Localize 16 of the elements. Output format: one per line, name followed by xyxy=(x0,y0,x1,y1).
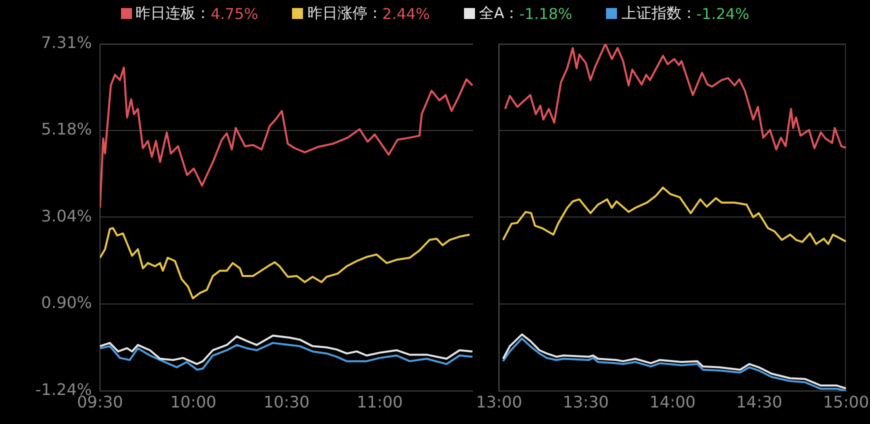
legend-label: 昨日涨停：2.44% xyxy=(307,4,430,23)
legend-label: 全A：-1.18% xyxy=(478,4,572,23)
y-tick-label: 7.31% xyxy=(41,33,92,52)
x-tick-label: 14:30 xyxy=(736,392,782,412)
x-tick-label: 15:00 xyxy=(822,392,870,412)
legend-label: 昨日连板：4.75% xyxy=(136,4,258,23)
x-tick-label: 13:00 xyxy=(476,392,522,412)
y-tick-label: 5.18% xyxy=(41,120,92,139)
x-tick-label: 10:30 xyxy=(263,392,310,412)
x-tick-label: 13:30 xyxy=(562,392,609,412)
y-tick-label: 0.90% xyxy=(41,293,92,312)
x-tick-label: 11:00 xyxy=(356,392,403,412)
x-tick-label: 14:00 xyxy=(649,392,696,412)
y-tick-label: 3.04% xyxy=(41,206,92,226)
x-tick-label: 10:00 xyxy=(170,392,216,412)
legend-label: 上证指数：-1.24% xyxy=(621,4,750,23)
